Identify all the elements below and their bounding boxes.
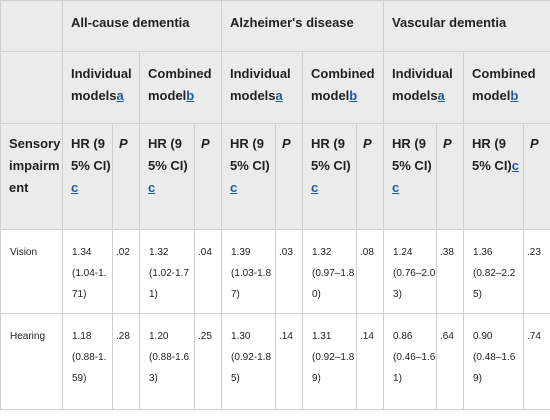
- p-cell: .08: [355, 229, 385, 314]
- hr-cell: 0.90 (0.48–1.69): [463, 313, 525, 410]
- footnote-a-link[interactable]: a: [437, 88, 445, 103]
- results-table: All-cause dementia Alzheimer's disease V…: [0, 0, 550, 410]
- table-row: Hearing 1.18 (0.88-1.59) .28 1.20 (0.88-1.63)…: [0, 313, 550, 410]
- subheader-individual-models: Individual modelsa: [62, 51, 140, 124]
- p-header: P: [112, 123, 140, 230]
- footnote-b-link[interactable]: b: [510, 88, 519, 103]
- footnote-b-link[interactable]: b: [349, 88, 358, 103]
- p-cell: .38: [436, 229, 465, 314]
- p-cell: .14: [355, 313, 385, 410]
- empty-header-cell: [0, 0, 63, 52]
- p-header: P: [523, 123, 550, 230]
- hr-cell: 1.36 (0.82–2.25): [463, 229, 525, 314]
- hr-cell: 0.86 (0.46–1.61): [383, 313, 438, 410]
- row-label: Vision: [0, 229, 63, 314]
- group-header-vascular: Vascular dementia: [383, 0, 550, 52]
- subheader-combined-model: Combined modelb: [463, 51, 550, 124]
- hr-header: HR (95% CI)c: [383, 123, 438, 230]
- subheader-combined-model: Combined modelb: [301, 51, 385, 124]
- hr-cell: 1.20 (0.88-1.63): [139, 313, 195, 410]
- footnote-a-link[interactable]: a: [116, 88, 124, 103]
- footnote-c-link[interactable]: c: [230, 180, 238, 195]
- footnote-c-link[interactable]: c: [311, 180, 319, 195]
- measure-header-row: Sensory impairment HR (95% CI)c P HR (95% …: [0, 123, 550, 230]
- p-cell: .03: [275, 229, 303, 314]
- group-header-all-cause: All-cause dementia: [62, 0, 222, 52]
- hr-header: HR (95% CI)c: [139, 123, 195, 230]
- subgroup-header-row: Individual modelsa Combined modelb Indiv…: [0, 51, 550, 124]
- row-header-sensory-impairment: Sensory impairment: [0, 123, 63, 230]
- hr-cell: 1.24 (0.76–2.03): [383, 229, 438, 314]
- p-cell: .64: [436, 313, 465, 410]
- hr-header: HR (95% CI)c: [302, 123, 357, 230]
- footnote-c-link[interactable]: c: [71, 180, 79, 195]
- p-cell: .02: [112, 229, 140, 314]
- p-header: P: [275, 123, 303, 230]
- hr-cell: 1.18 (0.88-1.59): [62, 313, 113, 410]
- hr-header: HR (95% CI)c: [463, 123, 525, 230]
- footnote-c-link[interactable]: c: [511, 158, 519, 173]
- hr-header: HR (95% CI)c: [62, 123, 113, 230]
- footnote-c-link[interactable]: c: [148, 180, 156, 195]
- table-row: Vision 1.34 (1.04-1.71) .02 1.32 (1.02-1.71).…: [0, 229, 550, 314]
- subheader-individual-models: Individual modelsa: [383, 51, 465, 124]
- hr-cell: 1.32 (1.02-1.71): [139, 229, 195, 314]
- p-cell: .25: [194, 313, 222, 410]
- hr-cell: 1.32 (0.97–1.80): [302, 229, 357, 314]
- p-header: P: [355, 123, 385, 230]
- footnote-c-link[interactable]: c: [392, 180, 400, 195]
- p-cell: .04: [194, 229, 222, 314]
- subheader-individual-models: Individual modelsa: [221, 51, 303, 124]
- p-header: P: [436, 123, 465, 230]
- empty-header-cell: [0, 51, 63, 124]
- hr-cell: 1.34 (1.04-1.71): [62, 229, 113, 314]
- group-header-row: All-cause dementia Alzheimer's disease V…: [0, 0, 550, 52]
- row-label: Hearing: [0, 313, 63, 410]
- p-header: P: [194, 123, 222, 230]
- hr-header: HR (95% CI)c: [221, 123, 276, 230]
- group-header-alzheimers: Alzheimer's disease: [220, 0, 385, 52]
- table-body: Vision 1.34 (1.04-1.71) .02 1.32 (1.02-1.71).…: [0, 229, 550, 410]
- hr-cell: 1.31 (0.92–1.89): [302, 313, 357, 410]
- footnote-a-link[interactable]: a: [275, 88, 283, 103]
- footnote-b-link[interactable]: b: [186, 88, 195, 103]
- p-cell: .28: [112, 313, 140, 410]
- subheader-combined-model: Combined modelb: [139, 51, 222, 124]
- p-cell: .23: [523, 229, 550, 314]
- p-cell: .14: [275, 313, 303, 410]
- hr-cell: 1.39 (1.03-1.87): [221, 229, 276, 314]
- p-cell: .74: [523, 313, 550, 410]
- hr-cell: 1.30 (0.92-1.85): [221, 313, 276, 410]
